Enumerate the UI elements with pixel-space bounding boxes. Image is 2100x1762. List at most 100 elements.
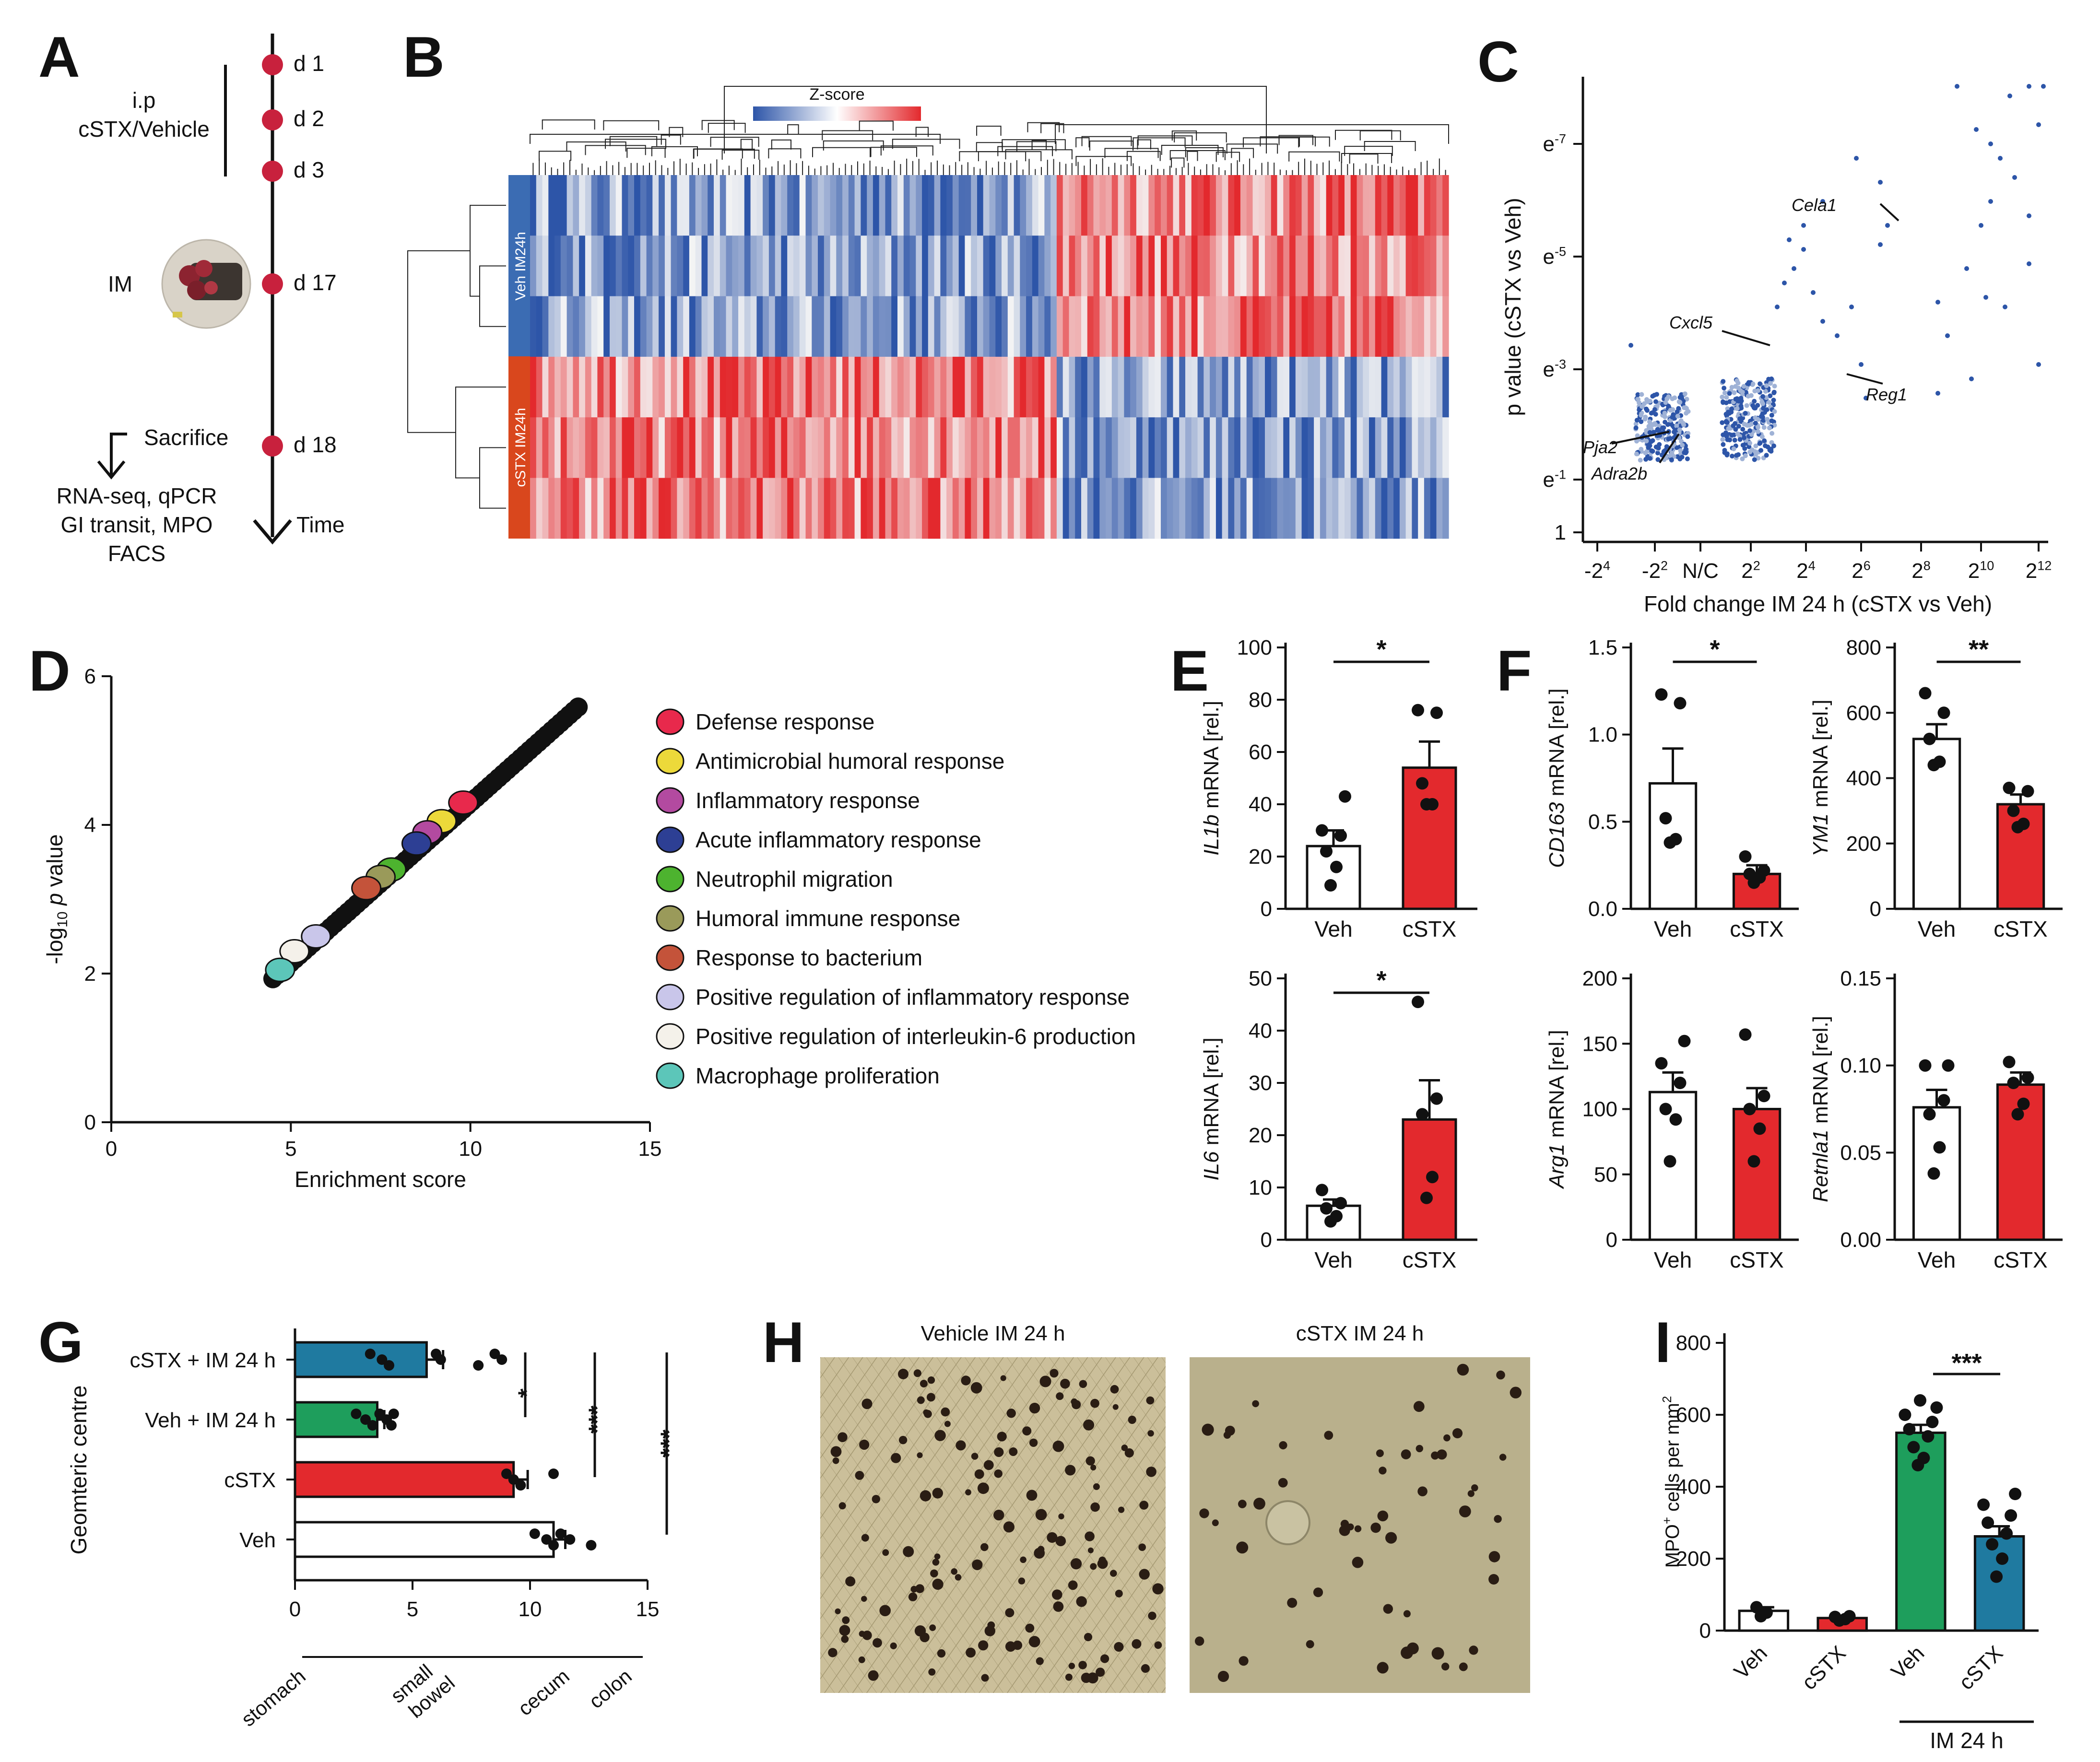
mpo-cell (1058, 1513, 1064, 1520)
heatmap-cell (867, 417, 873, 478)
volcano-point (1721, 432, 1726, 437)
mpo-cell (1488, 1551, 1500, 1562)
heatmap-cell (805, 356, 812, 418)
heatmap-cell (634, 235, 641, 297)
dendrogram-branch (1126, 151, 1161, 161)
volcano-point (1878, 242, 1883, 247)
signif-star: *** (1951, 1349, 1982, 1377)
heatmap-cell (622, 235, 628, 297)
heatmap-cell (610, 175, 616, 236)
mpo-cell (1146, 1467, 1156, 1477)
heatmap-cell (1314, 235, 1321, 297)
gene-pointer (1722, 330, 1770, 346)
heatmap-cell (879, 356, 886, 418)
heatmap-cell (1442, 175, 1449, 236)
panel-letter-b: B (403, 25, 445, 89)
heatmap-cell (1136, 356, 1143, 418)
mpo-cell (994, 1469, 1003, 1478)
mpo-cell (1459, 1662, 1468, 1671)
data-point (1659, 812, 1672, 825)
c-x-tick-label: -24 (1584, 558, 1610, 583)
heatmap-cell (830, 417, 837, 478)
heatmap-cell (634, 175, 641, 236)
dendrogram-branch (880, 145, 933, 156)
heatmap-cell (1014, 235, 1020, 297)
heatmap-cell (677, 175, 684, 236)
mpo-cell (1047, 1532, 1058, 1543)
heatmap-cell (548, 356, 555, 418)
day-marker (262, 54, 283, 75)
volcano-point (1671, 454, 1676, 459)
heatmap-cell (1399, 417, 1406, 478)
mpo-cell (1459, 1505, 1471, 1517)
heatmap-cell (689, 356, 696, 418)
data-point (1339, 790, 1351, 803)
heatmap-cell (659, 417, 665, 478)
heatmap-cell (1424, 175, 1431, 236)
mpo-cell (1083, 1419, 1095, 1431)
heatmap-cell (1093, 235, 1100, 297)
y-tick-label: 0.5 (1588, 810, 1617, 834)
mpo-cell (997, 1432, 1007, 1442)
volcano-point (1726, 426, 1731, 431)
mpo-cell (932, 1488, 944, 1499)
heatmap-cell (1308, 175, 1314, 236)
dendrogram-branch (479, 265, 506, 327)
sacrifice-arrowhead (97, 460, 126, 480)
y-tick-label: 200 (1582, 967, 1617, 990)
dendrogram-branch (1359, 130, 1401, 141)
heatmap-cell (873, 175, 880, 236)
volcano-point (1720, 394, 1725, 399)
volcano-point (1677, 399, 1683, 405)
volcano-point (1988, 141, 1993, 146)
mpo-cell (1090, 1563, 1097, 1570)
dendrogram-branch (787, 124, 799, 135)
heatmap-cell (750, 235, 757, 297)
heatmap-cell (1350, 356, 1357, 418)
heatmap-cell (585, 417, 592, 478)
segment-label-stomach: stomach (237, 1665, 310, 1731)
heatmap-cell (1014, 356, 1020, 418)
volcano-point (1738, 398, 1744, 403)
heatmap-cell (659, 356, 665, 418)
mpo-cell (1148, 1611, 1156, 1620)
heatmap-cell (879, 175, 886, 236)
mpo-cell (981, 1674, 989, 1682)
enrichment-term-point (401, 831, 432, 856)
heatmap-cell (664, 356, 672, 418)
sacrifice-arrow (110, 433, 127, 475)
mpo-cell (993, 1509, 1004, 1521)
heatmap-cell (1363, 235, 1369, 297)
heatmap-cell (787, 417, 794, 478)
data-point (1334, 829, 1347, 842)
volcano-point (1755, 403, 1760, 408)
mpo-cell (1202, 1423, 1214, 1436)
dendrogram-branch (721, 150, 760, 160)
enrichment-point (568, 697, 588, 717)
dendrogram-branch (651, 146, 698, 156)
heatmap-cell (579, 478, 586, 539)
legend-swatch (656, 905, 684, 932)
heatmap-cell (1038, 356, 1045, 418)
heatmap-cell (1252, 235, 1259, 297)
mpo-cell (1401, 1449, 1411, 1459)
d-y-tick-label: 2 (84, 962, 96, 986)
heatmap-cell (1252, 417, 1259, 478)
heatmap-cell (940, 478, 947, 539)
heatmap-cell (671, 175, 677, 236)
bar (1895, 1432, 1947, 1632)
heatmap-cell (536, 175, 543, 236)
heatmap-cell (1069, 235, 1075, 297)
heatmap-cell (726, 417, 732, 478)
heatmap-cell (1338, 417, 1345, 478)
mpo-cell (1068, 1663, 1075, 1669)
data-point (1982, 1516, 1994, 1529)
volcano-point (1666, 436, 1671, 442)
y-tick-label: 50 (1594, 1163, 1617, 1186)
volcano-point (1684, 411, 1689, 416)
heatmap-cell (689, 235, 696, 297)
data-point (1743, 1103, 1756, 1116)
heatmap-cell (1044, 235, 1051, 297)
panel-c-volcano: 1e-1e-3e-5e-7 -24 -22 N/C 22 24 26 28 210 212 p … (1500, 77, 2052, 616)
heatmap-cell (1277, 417, 1284, 478)
